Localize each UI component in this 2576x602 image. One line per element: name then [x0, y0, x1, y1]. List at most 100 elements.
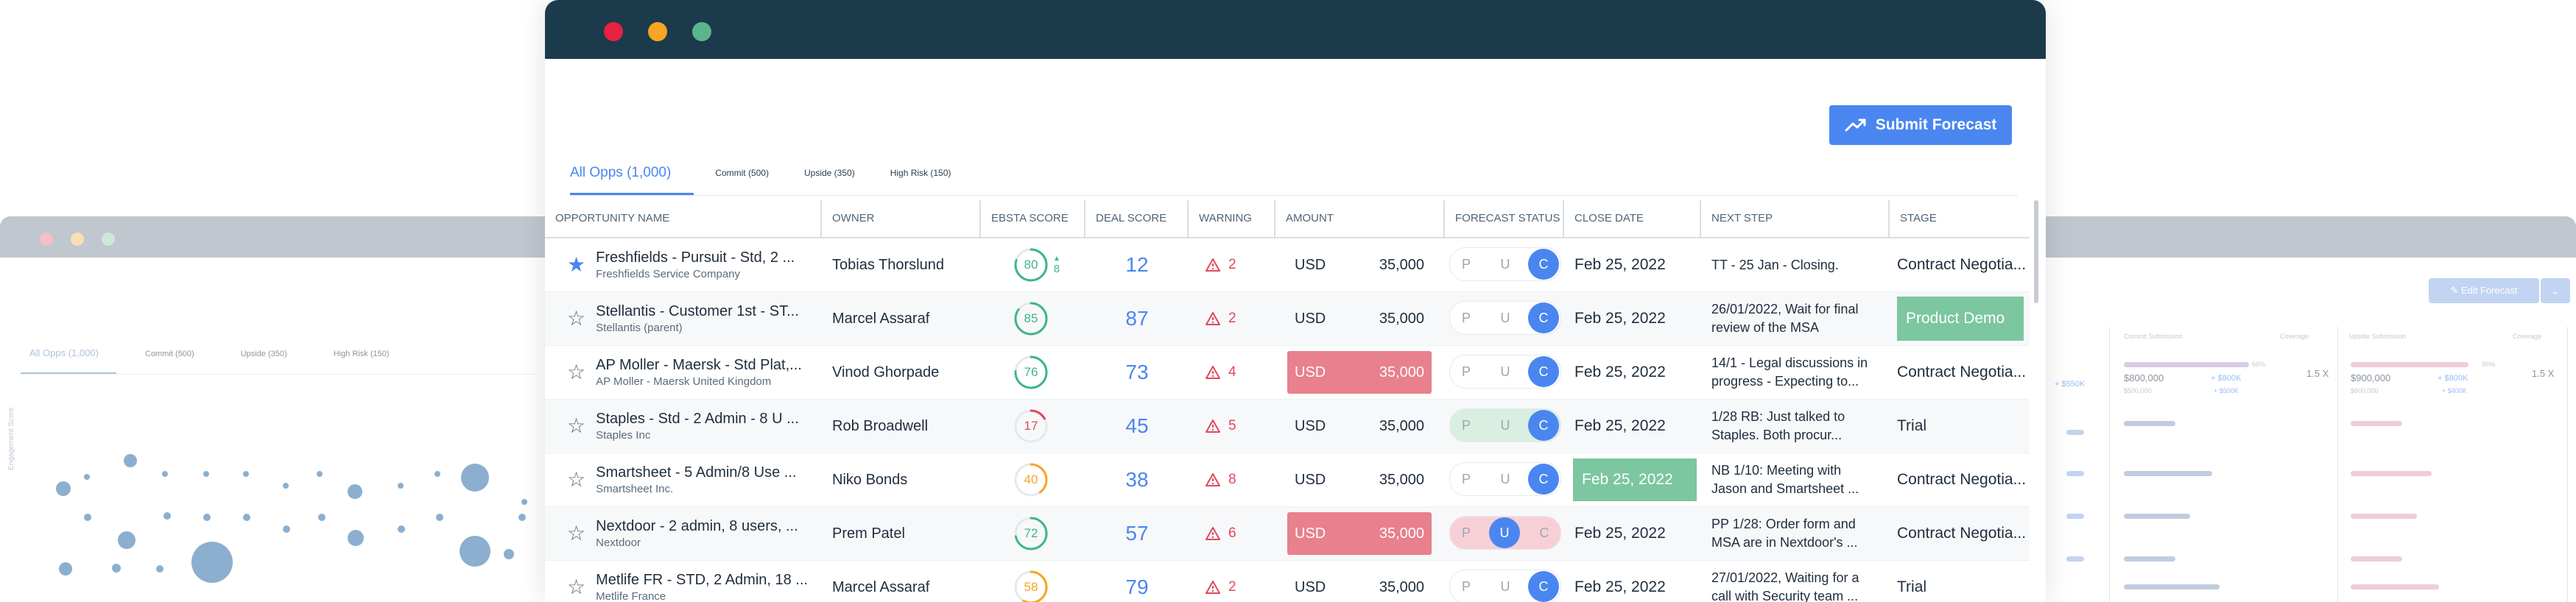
column-separator[interactable]: [1187, 200, 1189, 237]
column-header-next-step[interactable]: NEXT STEP: [1711, 212, 1773, 224]
warning-badge[interactable]: 8: [1205, 472, 1236, 488]
column-separator[interactable]: [1443, 200, 1445, 237]
tab-upside[interactable]: Upside (350): [803, 168, 855, 178]
favorite-star-icon[interactable]: ☆: [567, 307, 586, 330]
background-tab-all[interactable]: All Opps (1,000): [29, 347, 99, 358]
forecast-option-c-selected[interactable]: C: [1528, 356, 1559, 387]
favorite-star-icon[interactable]: ★: [567, 253, 586, 276]
column-separator[interactable]: [979, 200, 981, 237]
table-row[interactable]: ☆ Staples - Std - 2 Admin - 8 U ... Stap…: [545, 400, 2030, 453]
forecast-option-p[interactable]: P: [1461, 418, 1471, 433]
forecast-option-u[interactable]: U: [1500, 311, 1510, 325]
opportunity-name[interactable]: Nextdoor - 2 admin, 8 users, ...: [596, 518, 798, 534]
tab-commit[interactable]: Commit (500): [715, 168, 769, 178]
forecast-option-u-selected[interactable]: U: [1489, 517, 1520, 548]
forecast-option-c-selected[interactable]: C: [1528, 249, 1559, 280]
opportunity-name[interactable]: Staples - Std - 2 Admin - 8 U ...: [596, 411, 799, 427]
opportunity-name[interactable]: Metlife FR - STD, 2 Admin, 18 ...: [596, 572, 808, 588]
forecast-option-u[interactable]: U: [1500, 418, 1510, 433]
table-scrollbar[interactable]: [2034, 200, 2038, 303]
submit-forecast-button[interactable]: Submit Forecast: [1829, 105, 2012, 145]
deal-score-cell: 38: [1085, 453, 1189, 506]
column-separator[interactable]: [1700, 200, 1701, 237]
column-header-close-date[interactable]: CLOSE DATE: [1574, 212, 1644, 224]
warning-count: 4: [1228, 364, 1236, 380]
forecast-option-u[interactable]: U: [1500, 364, 1510, 379]
column-header-forecast-status[interactable]: FORECAST STATUS: [1455, 212, 1560, 224]
column-separator[interactable]: [1563, 200, 1564, 237]
column-header-ebsta-score[interactable]: EBSTA SCORE: [991, 212, 1069, 224]
score-ring-icon: [1014, 355, 1048, 389]
next-step-line-2: Staples. Both procur...: [1711, 428, 1843, 442]
table-row[interactable]: ☆ Nextdoor - 2 admin, 8 users, ... Nextd…: [545, 507, 2030, 561]
favorite-star-icon[interactable]: ☆: [567, 468, 586, 491]
column-header-opportunity-name[interactable]: OPPORTUNITY NAME: [555, 212, 670, 224]
column-header-warning[interactable]: WARNING: [1199, 212, 1252, 224]
stage-cell: Contract Negotia...: [1897, 507, 2027, 560]
forecast-option-c-selected[interactable]: C: [1528, 571, 1559, 602]
warning-badge[interactable]: 6: [1205, 525, 1236, 542]
background-column-divider: [2567, 327, 2568, 602]
table-row[interactable]: ☆ Smartsheet - 5 Admin/8 Use ... Smartsh…: [545, 453, 2030, 507]
favorite-star-icon[interactable]: ☆: [567, 414, 586, 437]
window-close-button[interactable]: [604, 22, 623, 41]
tab-all-opps[interactable]: All Opps (1,000): [570, 165, 672, 180]
forecast-option-c-selected[interactable]: C: [1528, 464, 1559, 495]
warning-badge[interactable]: 2: [1205, 579, 1236, 595]
window-zoom-button[interactable]: [692, 22, 711, 41]
forecast-option-u[interactable]: U: [1500, 472, 1510, 486]
forecast-option-p[interactable]: P: [1461, 364, 1471, 379]
column-header-stage[interactable]: STAGE: [1900, 212, 1937, 224]
forecast-option-p[interactable]: P: [1461, 472, 1471, 486]
background-row-bar: [2066, 514, 2084, 519]
column-separator[interactable]: [820, 200, 822, 237]
column-separator[interactable]: [1888, 200, 1890, 237]
forecast-option-p[interactable]: P: [1461, 579, 1471, 594]
table-row[interactable]: ★ Freshfields - Pursuit - Std, 2 ... Fre…: [545, 238, 2030, 292]
background-edit-forecast-button[interactable]: ✎ Edit Forecast: [2429, 278, 2539, 303]
warning-badge[interactable]: 5: [1205, 418, 1236, 434]
opportunity-name[interactable]: AP Moller - Maersk - Std Plat,...: [596, 357, 802, 373]
forecast-option-c[interactable]: C: [1539, 525, 1549, 540]
column-header-owner[interactable]: OWNER: [832, 212, 875, 224]
background-edit-caret-icon[interactable]: ⌄: [2541, 278, 2570, 303]
warning-badge[interactable]: 2: [1205, 257, 1236, 273]
background-tab-highrisk[interactable]: High Risk (150): [333, 350, 390, 358]
column-separator[interactable]: [1274, 200, 1275, 237]
background-coverage-header-2: Coverage: [2513, 333, 2542, 340]
opportunity-name[interactable]: Smartsheet - 5 Admin/8 Use ...: [596, 464, 797, 481]
column-separator[interactable]: [1084, 200, 1085, 237]
opportunity-name[interactable]: Stellantis - Customer 1st - ST...: [596, 303, 799, 319]
table-row[interactable]: ☆ Stellantis - Customer 1st - ST... Stel…: [545, 292, 2030, 346]
tab-high-risk[interactable]: High Risk (150): [890, 168, 951, 178]
forecast-option-u[interactable]: U: [1500, 257, 1510, 272]
background-tab-commit[interactable]: Commit (500): [145, 350, 194, 358]
favorite-star-icon[interactable]: ☆: [567, 361, 586, 383]
account-name: Metlife France: [596, 590, 666, 602]
forecast-option-c-selected[interactable]: C: [1528, 302, 1559, 333]
forecast-option-c-selected[interactable]: C: [1528, 410, 1559, 441]
favorite-star-icon[interactable]: ☆: [567, 522, 586, 545]
background-upside-value: $900,000: [2351, 372, 2391, 383]
table-row[interactable]: ☆ AP Moller - Maersk - Std Plat,... AP M…: [545, 346, 2030, 400]
opportunity-name[interactable]: Freshfields - Pursuit - Std, 2 ...: [596, 249, 795, 266]
window-minimize-button[interactable]: [648, 22, 667, 41]
favorite-star-icon[interactable]: ☆: [567, 576, 586, 598]
column-header-amount[interactable]: AMOUNT: [1286, 212, 1334, 224]
forecast-option-u[interactable]: U: [1500, 579, 1510, 594]
forecast-option-p[interactable]: P: [1461, 525, 1471, 540]
forecast-option-p[interactable]: P: [1461, 257, 1471, 272]
column-header-deal-score[interactable]: DEAL SCORE: [1096, 212, 1167, 224]
warning-badge[interactable]: 4: [1205, 364, 1236, 380]
table-row[interactable]: ☆ Metlife FR - STD, 2 Admin, 18 ... Metl…: [545, 561, 2030, 602]
background-tab-upside[interactable]: Upside (350): [240, 350, 287, 358]
warning-badge[interactable]: 2: [1205, 311, 1236, 327]
forecast-option-p[interactable]: P: [1461, 311, 1471, 325]
